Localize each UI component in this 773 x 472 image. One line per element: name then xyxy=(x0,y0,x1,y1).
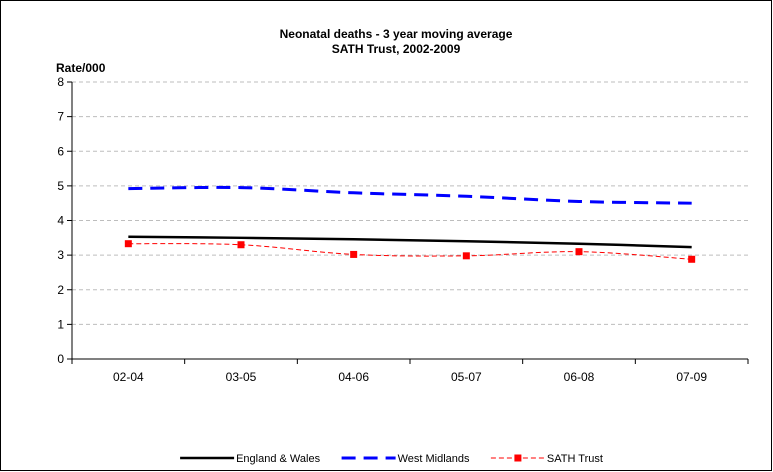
y-tick-label-6: 6 xyxy=(57,144,64,158)
legend-marker-sath-trust xyxy=(514,454,522,462)
y-tick-label-1: 1 xyxy=(57,317,64,331)
x-tick-labels: 02-04 03-05 04-06 05-07 06-08 07-09 xyxy=(113,370,707,384)
series-lines xyxy=(124,185,696,263)
point-sath-trust-06-08 xyxy=(575,248,583,256)
legend-label-west-midlands: West Midlands xyxy=(398,453,470,465)
y-axis-label: Rate/000 xyxy=(56,61,106,75)
y-tick-label-4: 4 xyxy=(57,214,64,228)
y-tick-label-0: 0 xyxy=(57,352,64,366)
y-tick-labels: 0 1 2 3 4 5 6 7 8 xyxy=(57,75,64,366)
axes xyxy=(67,81,749,364)
gridlines xyxy=(72,81,748,325)
x-tick-label-03-05: 03-05 xyxy=(226,370,257,384)
x-tick-label-04-06: 04-06 xyxy=(338,370,369,384)
point-sath-trust-07-09 xyxy=(688,255,696,263)
point-sath-trust-05-07 xyxy=(462,252,470,260)
y-tick-label-7: 7 xyxy=(57,110,64,124)
point-sath-trust-04-06 xyxy=(350,250,358,258)
y-tick-label-8: 8 xyxy=(57,75,64,89)
point-sath-trust-02-04 xyxy=(124,240,132,248)
x-tick-label-02-04: 02-04 xyxy=(113,370,144,384)
point-sath-trust-03-05 xyxy=(237,241,245,249)
series-line-west-midlands xyxy=(128,185,692,205)
x-tick-label-06-08: 06-08 xyxy=(564,370,595,384)
chart-title: Neonatal deaths - 3 year moving average xyxy=(280,27,513,41)
y-tick-label-3: 3 xyxy=(57,248,64,262)
series-line-sath-trust xyxy=(128,243,692,260)
x-tick-label-07-09: 07-09 xyxy=(676,370,707,384)
legend-label-sath-trust: SATH Trust xyxy=(547,453,603,465)
chart-subtitle: SATH Trust, 2002-2009 xyxy=(332,42,461,56)
y-tick-label-2: 2 xyxy=(57,283,64,297)
legend: England & Wales West Midlands SATH Trust xyxy=(180,453,603,465)
y-tick-label-5: 5 xyxy=(57,179,64,193)
x-tick-label-05-07: 05-07 xyxy=(451,370,482,384)
series-line-england-wales xyxy=(128,235,692,249)
legend-label-england-wales: England & Wales xyxy=(236,453,320,465)
